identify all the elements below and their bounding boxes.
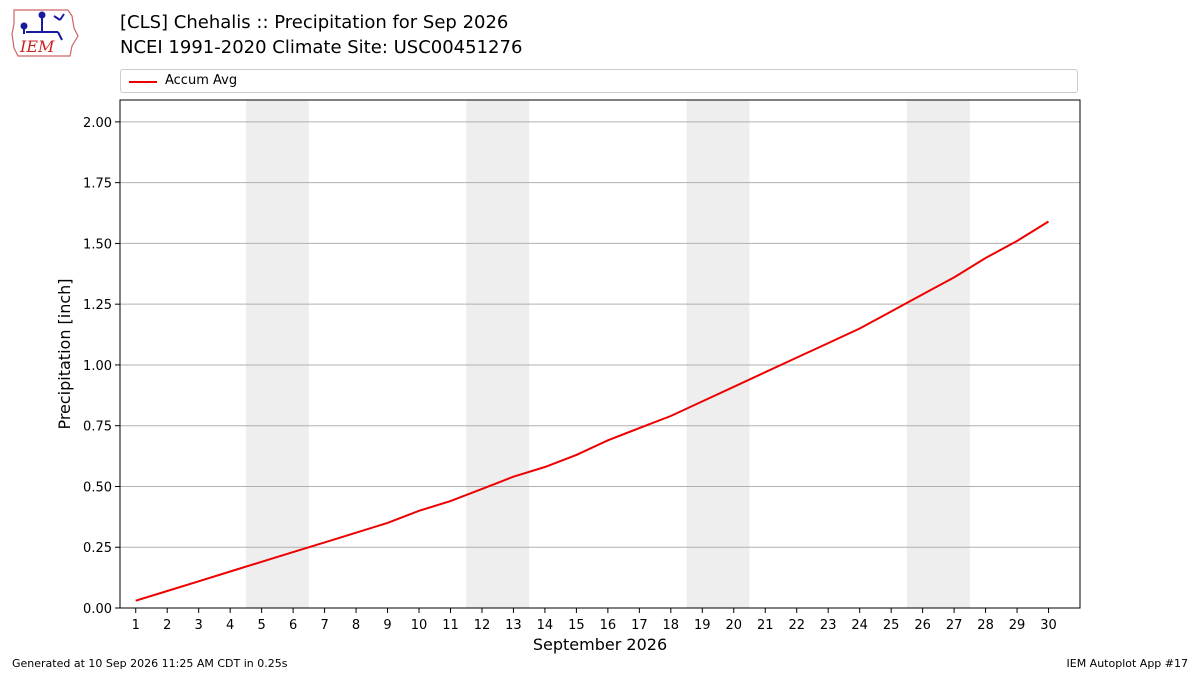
y-tick-label: 0.25	[83, 541, 112, 556]
x-tick-label: 22	[788, 618, 805, 633]
x-axis-label: September 2026	[533, 635, 667, 654]
y-tick-label: 1.25	[83, 298, 112, 313]
app-label: IEM Autoplot App #17	[1066, 657, 1189, 670]
x-tick-label: 14	[537, 618, 554, 633]
plot-frame	[119, 99, 1081, 609]
logo-text: IEM	[19, 37, 55, 56]
weekend-band-1	[245, 100, 309, 608]
y-tick-label: 1.50	[83, 237, 112, 252]
series-line-accum-avg	[135, 220, 1050, 602]
x-tick-label: 9	[383, 618, 391, 633]
x-tick-label: 2	[163, 618, 171, 633]
legend: Accum Avg	[120, 69, 1078, 93]
x-tick-label: 27	[946, 618, 963, 633]
y-axis-ticks: 0.00 0.25 0.50 0.75 1.00 1.25 1.50 1.75 2.00	[83, 116, 120, 617]
y-tick-label: 1.00	[83, 359, 112, 374]
x-tick-label: 18	[663, 618, 680, 633]
weekend-band-4	[906, 100, 970, 608]
x-tick-label: 25	[883, 618, 900, 633]
x-tick-label: 20	[725, 618, 742, 633]
weekend-bands	[245, 100, 970, 608]
grid-lines	[120, 121, 1080, 609]
y-tick-label: 0.00	[83, 602, 112, 617]
y-axis-label: Precipitation [inch]	[55, 278, 74, 429]
x-tick-label: 13	[505, 618, 522, 633]
x-tick-label: 24	[851, 618, 868, 633]
x-tick-label: 6	[289, 618, 297, 633]
x-tick-label: 1	[132, 618, 140, 633]
x-tick-label: 10	[411, 618, 428, 633]
x-tick-label: 15	[568, 618, 585, 633]
x-tick-label: 21	[757, 618, 774, 633]
y-tick-label: 1.75	[83, 177, 112, 192]
x-tick-label: 23	[820, 618, 837, 633]
x-tick-label: 28	[977, 618, 994, 633]
chart-title: [CLS] Chehalis :: Precipitation for Sep …	[120, 12, 509, 33]
legend-entry-accum-avg: Accum Avg	[165, 73, 238, 88]
weekend-band-2	[466, 100, 530, 608]
y-tick-label: 2.00	[83, 116, 112, 131]
chart-subtitle: NCEI 1991-2020 Climate Site: USC00451276	[120, 37, 523, 58]
y-tick-label: 0.50	[83, 480, 112, 495]
iem-logo: IEM	[11, 9, 79, 57]
x-tick-label: 3	[195, 618, 203, 633]
x-tick-label: 19	[694, 618, 711, 633]
legend-swatch	[129, 81, 157, 83]
generated-timestamp: Generated at 10 Sep 2026 11:25 AM CDT in…	[12, 657, 288, 670]
x-tick-label: 7	[320, 618, 328, 633]
x-tick-label: 4	[226, 618, 234, 633]
x-tick-label: 12	[474, 618, 491, 633]
x-tick-label: 5	[257, 618, 265, 633]
y-tick-label: 0.75	[83, 420, 112, 435]
x-axis-ticks: 1 2 3 4 5 6 7 8 9 10 11 12 13 14 15 16 17 18 19 20 21 22 23 24 2…	[132, 608, 1057, 633]
x-tick-label: 30	[1040, 618, 1057, 633]
x-tick-label: 16	[600, 618, 617, 633]
x-tick-label: 17	[631, 618, 648, 633]
x-tick-label: 11	[442, 618, 459, 633]
x-tick-label: 8	[352, 618, 360, 633]
x-tick-label: 29	[1009, 618, 1026, 633]
weekend-band-3	[686, 100, 750, 608]
x-tick-label: 26	[914, 618, 931, 633]
